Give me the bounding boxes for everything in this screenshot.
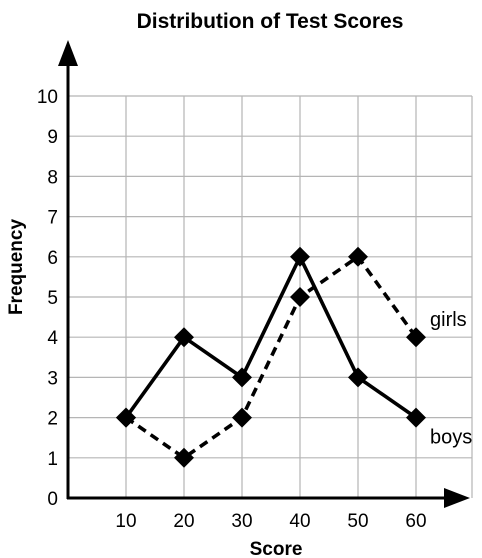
series-label-boys: boys xyxy=(430,427,472,449)
data-point-girls xyxy=(174,447,194,468)
grid xyxy=(68,95,473,498)
y-tick-label: 10 xyxy=(37,87,58,108)
data-point-boys xyxy=(232,367,252,388)
x-tick-label: 50 xyxy=(347,511,368,532)
data-point-girls xyxy=(290,287,310,307)
x-tick-label: 30 xyxy=(231,511,252,532)
y-tick-label: 1 xyxy=(47,449,58,470)
chart-title: Distribution of Test Scores xyxy=(137,10,404,33)
y-axis-label: Frequency xyxy=(6,219,27,316)
y-tick-label: 0 xyxy=(47,489,58,510)
y-tick-label: 4 xyxy=(47,328,58,349)
tick-labels: 0 1 2 3 4 5 6 7 8 9 10 10 20 30 40 50 60 xyxy=(37,87,427,532)
axes xyxy=(58,40,470,508)
data-point-girls xyxy=(116,407,136,428)
data-point-boys xyxy=(290,246,310,267)
data-point-boys xyxy=(348,367,368,388)
series-group: boys girls xyxy=(116,246,472,468)
data-point-boys xyxy=(174,327,194,348)
x-tick-label: 20 xyxy=(173,511,194,532)
x-tick-label: 40 xyxy=(289,511,310,532)
data-point-girls xyxy=(232,407,252,428)
y-tick-label: 5 xyxy=(47,288,58,309)
series-line-girls xyxy=(124,254,418,460)
series-label-girls: girls xyxy=(430,309,467,331)
y-tick-label: 9 xyxy=(47,127,58,148)
y-tick-label: 8 xyxy=(47,167,58,188)
data-point-boys xyxy=(406,407,426,428)
y-tick-label: 6 xyxy=(47,248,58,269)
x-axis-label: Score xyxy=(250,539,303,558)
x-tick-label: 60 xyxy=(405,511,426,532)
data-point-girls xyxy=(406,327,426,348)
series-line-boys xyxy=(124,254,418,420)
x-axis-arrow xyxy=(444,488,470,508)
data-point-girls xyxy=(348,246,368,267)
y-tick-label: 3 xyxy=(47,368,58,389)
x-tick-label: 10 xyxy=(115,511,136,532)
y-axis-arrow xyxy=(58,40,78,66)
y-tick-label: 2 xyxy=(47,409,58,430)
y-tick-label: 7 xyxy=(47,208,58,229)
